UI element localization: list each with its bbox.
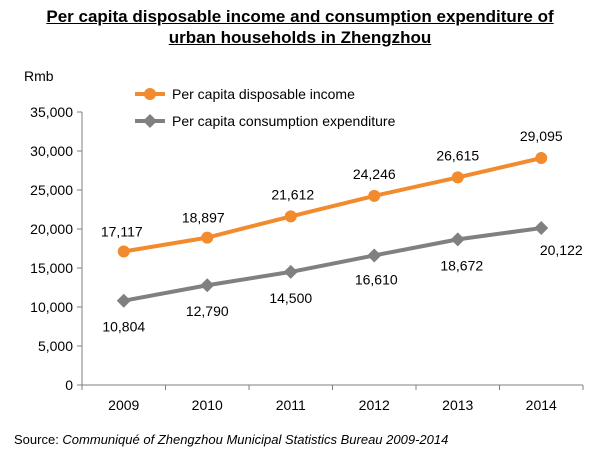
series-1-point [535,152,548,165]
series-1-point [368,189,381,202]
y-tick-label: 35,000 [30,104,73,120]
series-2-point [200,278,215,293]
series-1-data-label: 24,246 [353,166,396,182]
series-2-point [116,293,131,308]
series-2-point [367,248,382,263]
series-1-data-label: 26,615 [436,147,479,163]
y-tick-label: 15,000 [30,260,73,276]
legend-marker-2 [143,114,157,128]
y-tick-label: 25,000 [30,182,73,198]
series-2-point [450,232,465,247]
series-1-point [451,171,464,184]
x-tick-label: 2013 [442,397,473,413]
series-1-data-label: 17,117 [101,223,143,239]
series-1-point [201,231,214,244]
y-tick-label: 30,000 [30,143,73,159]
line-chart: 0 5,000 10,000 15,000 20,000 25,000 30,000 35,0… [24,68,584,413]
y-tick-label: 0 [65,377,73,393]
series-1-data-label: 29,095 [520,128,563,144]
chart-title: Per capita disposable income and consump… [0,6,600,48]
source-text: Communiqué of Zhengzhou Municipal Statis… [62,432,449,447]
series-1-data-label: 18,897 [182,210,225,226]
series-2-point [534,221,549,236]
series-1-point [117,245,130,258]
series-line-1 [123,156,542,254]
legend-label-1: Per capita disposable income [172,86,355,102]
chart-title-line-1: Per capita disposable income and consump… [46,7,554,26]
x-tick-label: 2014 [526,397,557,413]
legend-label-2: Per capita consumption expenditure [172,113,396,129]
y-axis-label: Rmb [24,68,54,84]
y-tick-label: 10,000 [30,299,73,315]
series-2-data-label: 10,804 [102,319,145,335]
series-2-data-label: 16,610 [355,271,398,287]
source-label: Source: [14,432,63,447]
x-tick-label: 2009 [108,397,139,413]
series-1-point [284,210,297,223]
series-2-point [283,264,298,279]
series-2-data-label: 14,500 [269,290,312,306]
x-tick-label: 2012 [359,397,390,413]
series-line-2 [123,226,542,303]
y-tick-label: 5,000 [38,338,73,354]
chart-title-line-2: urban households in Zhengzhou [168,28,432,47]
x-tick-label: 2010 [192,397,223,413]
series-2-data-label: 20,122 [540,242,583,258]
series-1-data-label: 21,612 [271,186,314,202]
y-tick-label: 20,000 [30,221,73,237]
x-tick-label: 2011 [276,397,306,413]
series-2-data-label: 12,790 [186,303,229,319]
source-note: Source: Communiqué of Zhengzhou Municipa… [14,432,448,447]
legend-marker-1 [144,88,156,100]
series-2-data-label: 18,672 [440,257,483,273]
